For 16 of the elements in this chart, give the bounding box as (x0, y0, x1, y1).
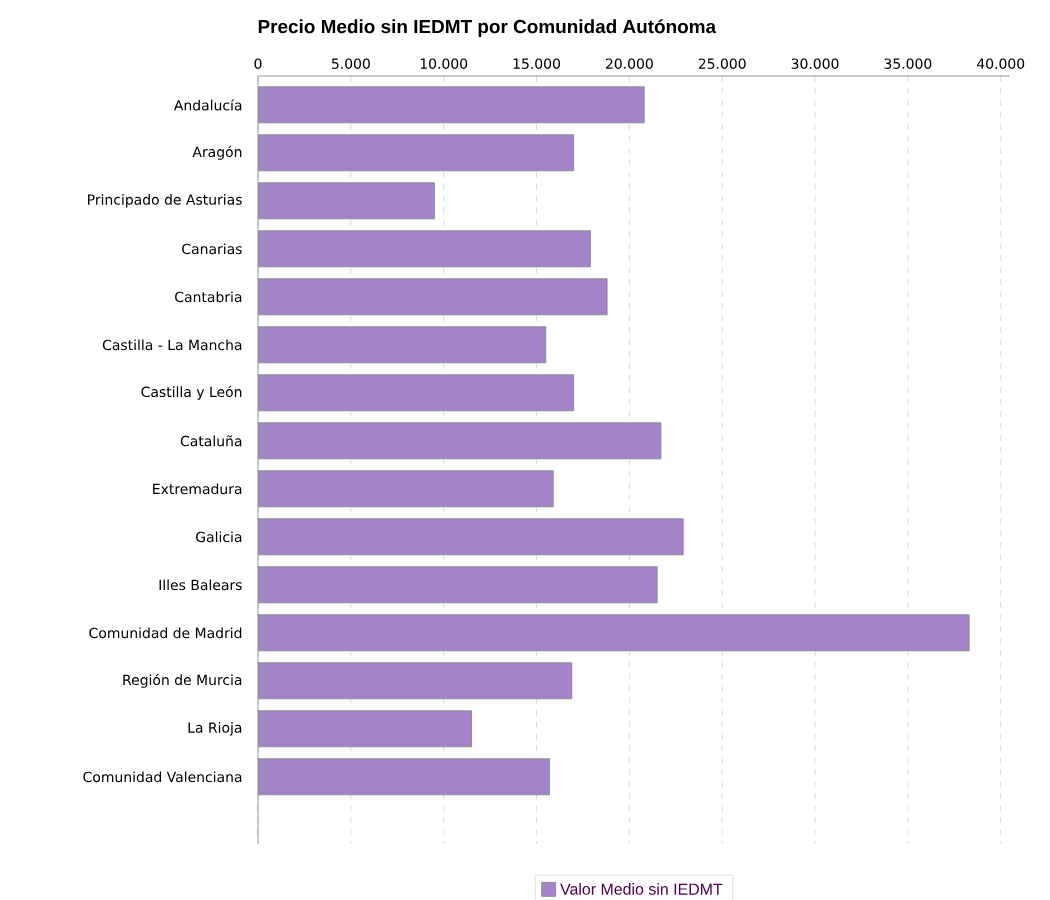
bar (258, 614, 970, 652)
bar (258, 374, 575, 412)
bar (258, 86, 645, 124)
bar (258, 518, 684, 556)
bar (258, 326, 547, 364)
bar (258, 710, 472, 748)
bar (258, 230, 591, 268)
chart-title: Precio Medio sin IEDMT por Comunidad Autónoma (258, 19, 717, 38)
bar (258, 662, 573, 700)
bar (258, 422, 662, 460)
bar (258, 566, 658, 604)
bar (258, 758, 550, 796)
bar (258, 182, 435, 220)
bar (258, 134, 575, 172)
bar (258, 470, 554, 508)
bar (258, 278, 608, 316)
